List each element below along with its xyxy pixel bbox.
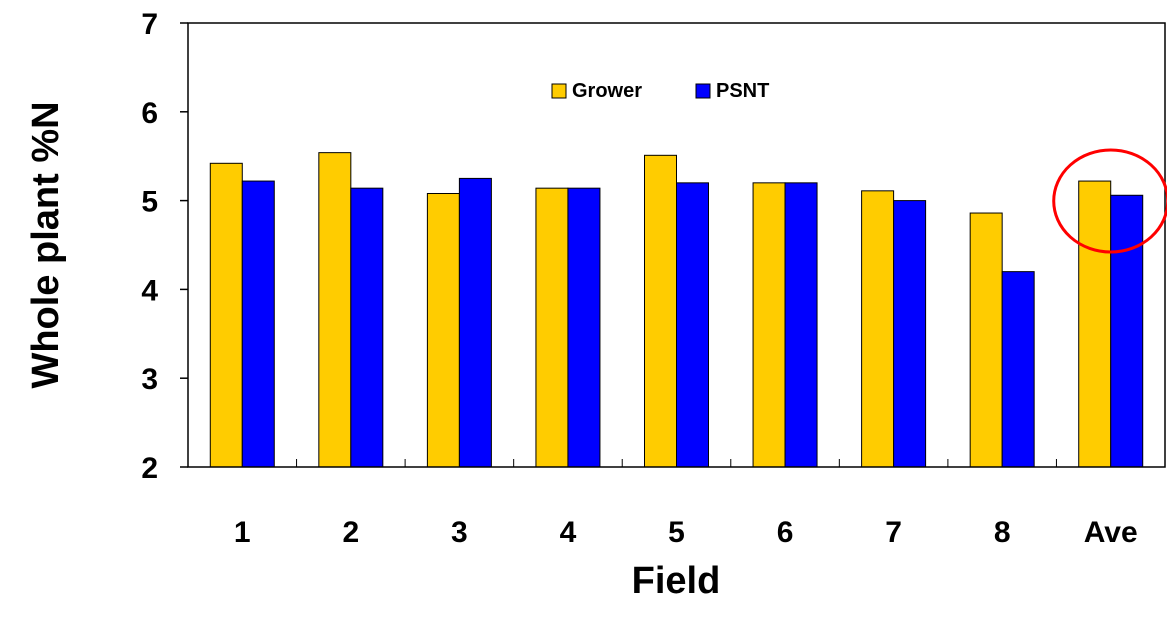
bar-grower-8	[969, 212, 1003, 468]
plot-area-frame	[187, 22, 1166, 468]
bar-psnt-4	[567, 187, 601, 468]
bar-psnt-5	[676, 182, 709, 468]
bar-grower-3	[426, 192, 460, 468]
bar-grower-6	[752, 182, 786, 468]
y-tick-label: 2	[141, 452, 158, 485]
x-tick-label: 4	[560, 516, 577, 549]
bar-psnt-6	[784, 182, 818, 468]
bar-psnt-1	[241, 180, 275, 468]
bar-grower-5	[644, 154, 677, 468]
x-tick-label: 1	[234, 516, 251, 549]
bar-grower-ave	[1078, 180, 1112, 468]
bar-psnt-3	[458, 177, 492, 468]
y-tick-label: 4	[141, 274, 158, 307]
bar-psnt-2	[350, 187, 384, 468]
bar-grower-2	[318, 152, 352, 468]
legend-swatch-psnt	[695, 83, 711, 99]
bar-psnt-ave	[1110, 194, 1144, 468]
bar-grower-4	[535, 187, 569, 468]
bar-grower-7	[861, 190, 895, 468]
y-tick-label: 3	[141, 363, 158, 396]
legend-swatch-grower	[551, 83, 567, 99]
x-tick-label: 2	[342, 516, 359, 549]
label-layer: Field Whole plant %N	[25, 101, 720, 602]
y-tick-label: 5	[141, 186, 158, 219]
x-tick-label: 8	[994, 516, 1011, 549]
x-tick-label: 5	[668, 516, 685, 549]
bar-grower-1	[209, 162, 243, 468]
x-tick-label: 3	[451, 516, 468, 549]
bar-psnt-7	[893, 200, 927, 468]
bar-psnt-8	[1001, 271, 1035, 468]
x-tick-label: 7	[885, 516, 902, 549]
legend-label-psnt: PSNT	[716, 80, 769, 102]
x-tick-label: 6	[777, 516, 794, 549]
axis-layer: 2 3 4 5 6 7 1 2 3 4 5 6 7 8 Ave	[141, 8, 1137, 549]
y-axis-title: Whole plant %N	[25, 101, 67, 388]
y-tick-label: 6	[141, 97, 158, 130]
bars-layer	[209, 152, 1144, 468]
y-tick-label: 7	[141, 8, 158, 41]
x-axis-title: Field	[632, 560, 721, 602]
legend: Grower PSNT	[551, 80, 769, 102]
x-tick-label: Ave	[1084, 516, 1138, 549]
legend-label-grower: Grower	[572, 80, 642, 102]
highlight-circle	[1052, 148, 1167, 254]
